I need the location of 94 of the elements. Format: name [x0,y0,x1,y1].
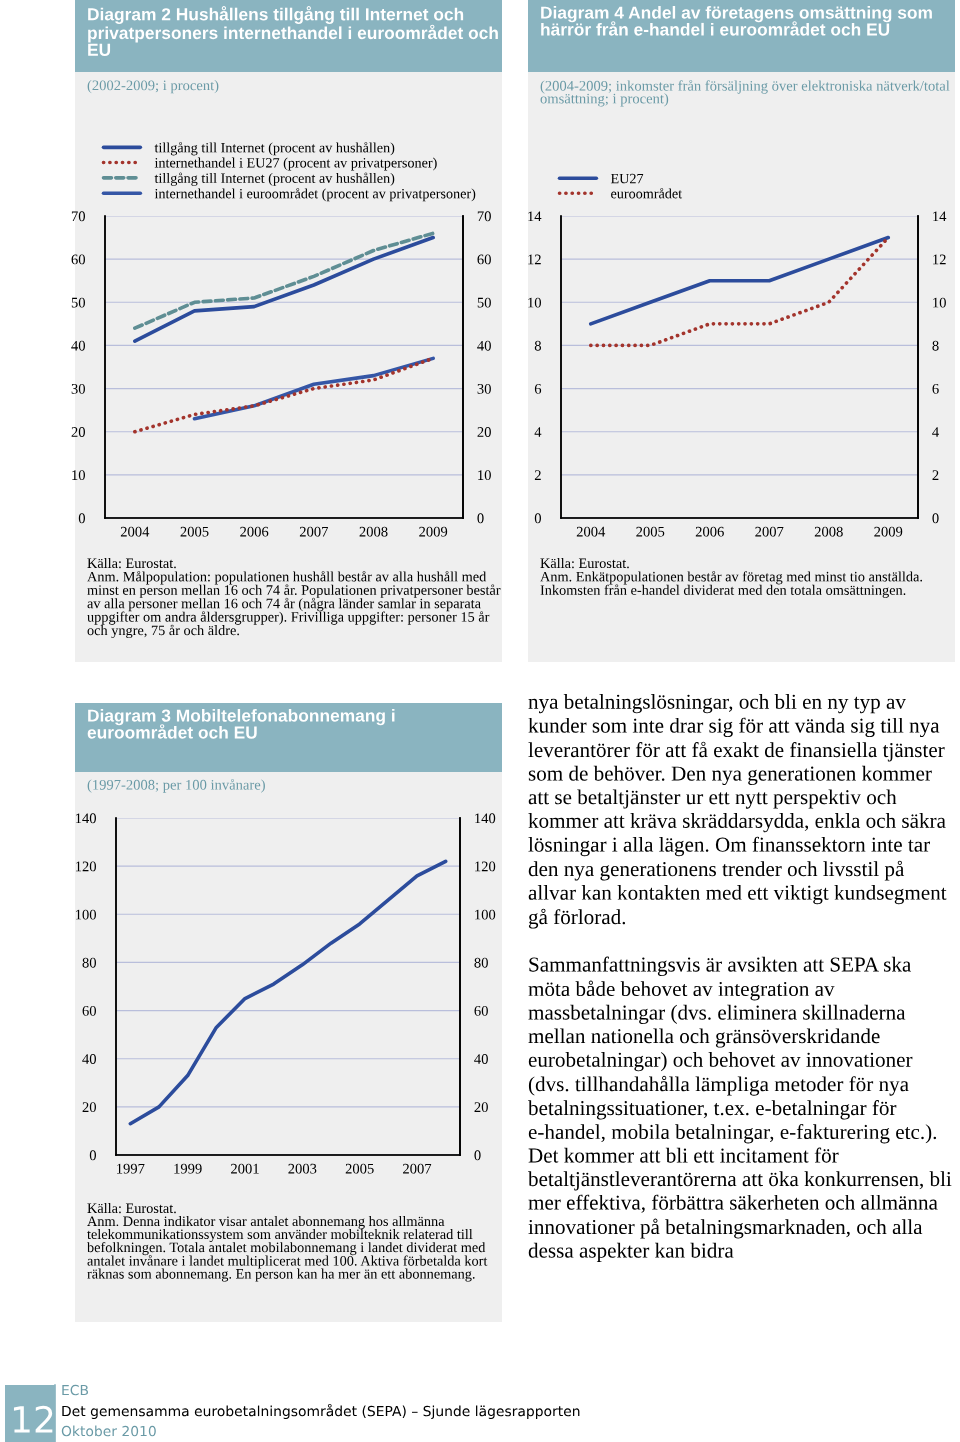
legend-label: euroområdet [611,188,683,199]
y2-tick-label: 40 [477,340,491,351]
chart-subtitle: (2002-2009; i procent) [87,80,219,94]
y-tick-label: 80 [82,957,96,968]
x-tick-label: 2009 [874,526,903,537]
y2-tick-label: 0 [477,513,484,524]
x-tick-label: 2006 [695,526,724,537]
y2-tick-label: 50 [477,297,491,308]
text: nya betalningslösningar, och bli en ny typ av kunder som inte drar sig för att vända sig till nya leverantörer för att få exakt de finansiella tjänster som de behöver. Den nya generationen kommer att se betaltjänster ur ett nytt perspektiv och kommer att kräva skräddarsydda, enkla och säkra lösningar i alla lägen. Om finanssektorn inte tar den nya generationens trender och livsstil på allvar kan kontakten med ett viktigt kundsegment gå förlorad. [528,694,947,929]
y-tick-label: 60 [71,254,85,265]
legend-label: tillgång till Internet (procent av hushållen) [154,172,395,186]
y-tick-label: 30 [71,383,85,394]
y-tick-label: 140 [75,813,96,824]
y-tick-label: 120 [75,861,96,872]
y2-tick-label: 20 [474,1102,488,1113]
y2-tick-label: 140 [475,813,496,824]
x-tick-label: 2007 [403,1163,432,1174]
y-tick-label: 50 [71,297,85,308]
y-tick-label: 2 [534,470,541,480]
chart-subtitle: (1997-2008; per 100 invånare) [87,779,265,793]
x-tick-label: 2009 [419,526,448,537]
x-tick-label: 2006 [240,526,269,537]
y-tick-label: 0 [89,1150,96,1161]
y-tick-label: 0 [78,513,85,524]
x-tick-label: 2005 [636,526,665,537]
x-tick-label: 2003 [288,1163,317,1174]
y2-tick-label: 6 [932,383,939,394]
text: Källa: Eurostat. [540,558,629,569]
x-tick-label: 2004 [120,526,150,537]
text: Anm. Enkätpopulationen består av företag med minst tio anställda. Inkomsten från e-handel dividerat med den totala omsättningen. [540,570,923,598]
y2-tick-label: 0 [932,513,939,524]
y-tick-label: 40 [71,340,85,351]
x-tick-label: 2007 [299,526,328,537]
y2-tick-label: 60 [477,254,491,265]
x-tick-label: 1997 [117,1163,145,1174]
y2-tick-label: 12 [933,254,946,265]
x-tick-label: 2008 [359,526,388,537]
text: Oktober 2010 [61,1425,156,1437]
chart-title: Diagram 4 Andel av företagens omsättning som härrör från e-handel i euroområdet och EU [541,6,932,36]
legend-label: EU27 [610,173,644,184]
y2-tick-label: 0 [474,1150,481,1161]
y-tick-label: 14 [528,211,542,222]
y2-tick-label: 10 [933,297,946,308]
y-tick-label: 60 [82,1005,96,1016]
y2-tick-label: 2 [932,470,939,480]
y-tick-label: 70 [71,211,85,222]
text: Anm. Denna indikator visar antalet abonnemang hos allmänna telekommunikationssystem som använder mobilteknik relaterad till befolkningen. Totala antalet mobilabonnemang i landet dividerat med antalet invånare i landet multiplicerat med 100. Aktiva förbetalda kort räknas som abonnemang. En person kan ha mer än ett abonnemang. [87,1215,488,1282]
y2-tick-label: 60 [474,1005,488,1016]
text: Källa: Eurostat. [87,558,176,569]
x-tick-label: 2001 [231,1163,259,1174]
line-series [133,235,435,343]
chart-title: Diagram 3 Mobiltelefonabonnemang i euroområdet och EU [87,709,395,739]
line-series [133,231,435,330]
text: Det gemensamma eurobetalningsområdet (SEPA) – Sjunde lägesrapporten [62,1403,580,1419]
y2-tick-label: 100 [475,909,496,920]
y-tick-label: 4 [534,427,542,437]
text: Sammanfattningsvis är avsikten att SEPA ska möta både behovet av integration av massbetalningar (dvs. eliminera skillnaderna mellan nationella och gränsöverskridande eurobetalningar) och behovet av innovationer (dvs. tillhandahålla lämpliga metoder för nya betalningssituationer, t.ex. e-betalningar för e-handel, mobila betalningar, e-fakturering etc.). Det kommer att bli ett incitament för betaltjänstleverantörerna att öka konkurrensen, bli mer effektiva, förbättra säkerheten och allmänna innovationer på betalningsmarknaden, och alla dessa aspekter kan bidra [528,956,952,1262]
y2-tick-label: 70 [477,211,491,222]
x-tick-label: 1999 [174,1163,202,1174]
y-tick-label: 100 [75,909,96,920]
y-tick-label: 20 [82,1102,96,1113]
text: 12 [13,1405,53,1433]
y-tick-label: 10 [528,297,541,308]
x-tick-label: 2008 [814,526,843,537]
x-tick-label: 2005 [180,526,209,537]
y2-tick-label: 80 [474,957,488,968]
legend-label: internethandel i euroområdet (procent av privatpersoner) [154,188,476,202]
x-tick-label: 2007 [755,526,784,537]
text: Anm. Målpopulation: populationen hushåll består av alla hushåll med minst en person mellan 16 och 74 år. Populationen privatpersoner består av alla personer mellan 16 och 74 år (några länder samlar in separata uppgifter om andra åldersgrupper). Frivilliga uppgifter: personer 15 år och yngre, 75 år och äldre. [87,570,501,639]
y2-tick-label: 20 [477,427,491,437]
chart-subtitle: (2004-2009; inkomster från försäljning över elektroniska nätverk/total omsättning; i procent) [540,80,950,107]
y-tick-label: 40 [82,1054,96,1064]
y2-tick-label: 10 [478,470,491,481]
y2-tick-label: 120 [475,861,496,872]
y2-tick-label: 8 [932,340,939,351]
text: ECB [62,1384,89,1396]
x-tick-label: 2005 [345,1163,374,1174]
x-tick-label: 2004 [576,526,606,537]
y-tick-label: 8 [534,340,541,351]
line-series [128,859,448,1126]
y2-tick-label: 4 [932,427,939,437]
y2-tick-label: 40 [474,1054,488,1064]
y-tick-label: 0 [534,513,541,524]
y-tick-label: 20 [71,427,85,437]
legend-label: tillgång till Internet (procent av hushållen) [154,142,395,156]
legend-label: internethandel i EU27 (procent av privatpersoner) [154,157,437,171]
line-series [588,235,891,326]
y-tick-label: 12 [528,254,541,265]
y2-tick-label: 30 [477,383,491,394]
text: Källa: Eurostat. [87,1203,176,1214]
chart-title: Diagram 2 Hushållens tillgång till Internet och privatpersoners internethandel i euroområdet och EU [88,6,498,56]
y2-tick-label: 14 [933,211,947,222]
y-tick-label: 10 [72,470,85,481]
y-tick-label: 6 [534,383,542,394]
